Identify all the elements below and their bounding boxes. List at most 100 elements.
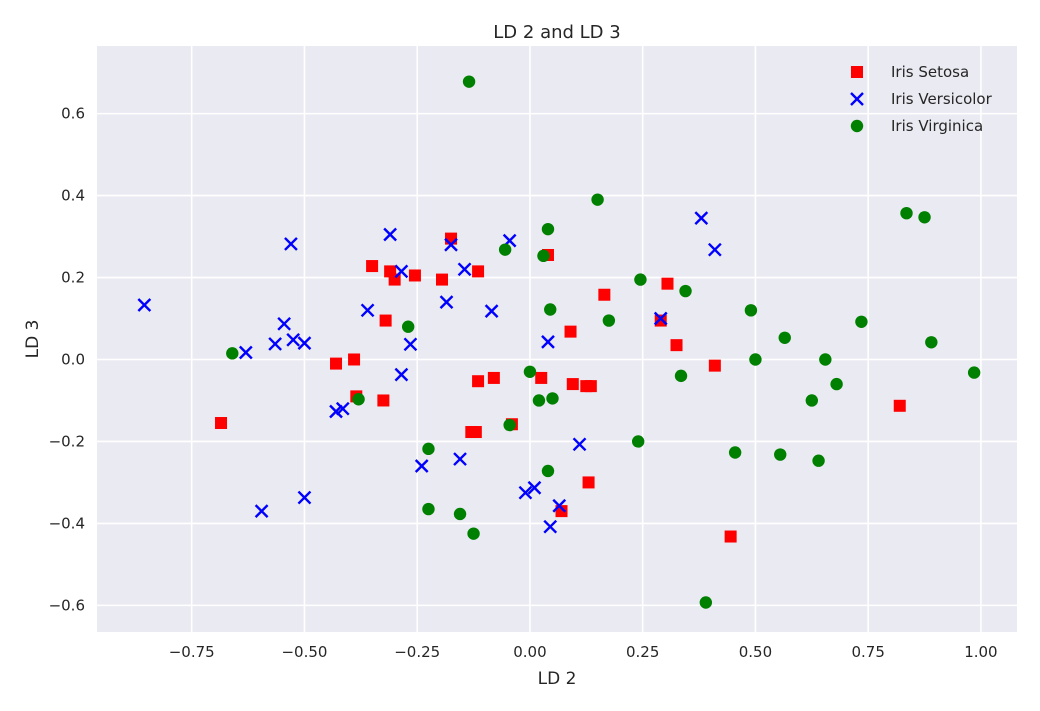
data-point (598, 288, 611, 301)
data-point (518, 485, 533, 500)
plot-background (97, 46, 1017, 632)
x-stroke (484, 304, 499, 318)
data-point (694, 211, 709, 225)
data-point (498, 243, 512, 256)
x-tick-label: −0.75 (169, 643, 215, 661)
data-point (335, 401, 350, 416)
legend-item: Iris Versicolor (850, 90, 993, 108)
y-axis-label: LD 3 (23, 320, 43, 359)
data-point (708, 359, 721, 372)
x-stroke (284, 237, 298, 251)
data-point (778, 331, 791, 344)
data-point (215, 417, 228, 430)
data-point (484, 304, 499, 318)
legend-item: Iris Virginica (850, 117, 983, 135)
data-point (653, 311, 668, 326)
y-tick-label: 0.2 (61, 269, 85, 287)
data-point (552, 498, 567, 513)
series-iris-virginica (226, 75, 981, 609)
legend-label: Iris Setosa (891, 63, 969, 81)
data-point (226, 347, 239, 360)
data-point (360, 303, 375, 318)
data-point (893, 399, 906, 412)
data-point (541, 222, 555, 236)
data-point (422, 502, 435, 516)
data-point (439, 295, 454, 309)
x-stroke (238, 345, 253, 360)
data-point (523, 365, 537, 378)
data-point (631, 435, 645, 448)
data-point (453, 507, 467, 521)
data-point (469, 426, 482, 439)
x-stroke (254, 504, 269, 518)
data-point (444, 237, 458, 252)
data-point (634, 273, 647, 286)
data-point (436, 273, 448, 286)
y-tick-label: −0.4 (49, 514, 85, 532)
data-point (602, 314, 616, 327)
data-point (855, 315, 868, 328)
x-stroke (414, 459, 429, 473)
data-point (591, 193, 604, 206)
data-point (487, 371, 500, 384)
data-point (352, 393, 365, 406)
x-stroke (527, 480, 542, 495)
x-stroke (297, 336, 312, 350)
x-tick-label: −0.50 (281, 643, 327, 661)
x-stroke (335, 401, 350, 416)
data-point (535, 371, 548, 384)
data-point (268, 337, 282, 351)
data-point (445, 232, 458, 245)
data-point (541, 335, 555, 349)
data-point (472, 265, 485, 278)
data-point (582, 476, 595, 489)
x-stroke (439, 295, 454, 309)
x-stroke (286, 332, 301, 347)
legend: Iris Setosa Iris Versicolor Iris Virginica (850, 63, 993, 135)
data-point (728, 446, 742, 459)
data-point (503, 418, 516, 432)
x-stroke (277, 316, 292, 331)
data-point (543, 519, 558, 534)
x-tick-label: 0.50 (739, 643, 772, 661)
series-iris-versicolor (137, 211, 722, 534)
data-point (819, 353, 832, 366)
data-point (366, 260, 379, 273)
data-point (348, 353, 361, 366)
data-point (900, 206, 913, 220)
data-point (744, 304, 758, 317)
data-point (674, 369, 688, 383)
data-point (408, 269, 421, 282)
data-point (297, 490, 312, 505)
x-tick-label: 0.00 (513, 643, 546, 661)
x-stroke (360, 303, 375, 318)
grid-lines (97, 46, 1017, 632)
y-tick-label: 0.0 (61, 350, 85, 368)
data-point (297, 336, 312, 350)
legend-label: Iris Versicolor (891, 90, 993, 108)
x-stroke (653, 311, 668, 326)
data-point (830, 377, 843, 391)
chart-title: LD 2 and LD 3 (493, 22, 620, 43)
data-point (277, 316, 292, 331)
x-stroke (518, 485, 533, 500)
x-tick-label: 0.75 (851, 643, 884, 661)
data-point (462, 75, 476, 88)
data-point (383, 227, 397, 242)
data-point (284, 237, 298, 251)
legend-marker (851, 66, 863, 78)
data-point (422, 442, 435, 456)
x-tick-labels: −0.75 −0.50 −0.25 0.00 0.25 0.50 0.75 1.00 (169, 643, 998, 661)
data-point (379, 314, 392, 327)
legend-item: Iris Setosa (851, 63, 969, 81)
data-point (467, 527, 480, 540)
data-point (749, 353, 762, 366)
data-point (918, 211, 931, 224)
y-tick-labels: −0.6 −0.4 −0.2 0.0 0.2 0.4 0.6 (49, 105, 85, 615)
x-tick-label: 1.00 (964, 643, 997, 661)
x-tick-label: −0.25 (394, 643, 440, 661)
data-point (670, 339, 683, 352)
x-stroke (457, 262, 472, 277)
data-point (661, 277, 674, 290)
data-point (403, 337, 418, 352)
